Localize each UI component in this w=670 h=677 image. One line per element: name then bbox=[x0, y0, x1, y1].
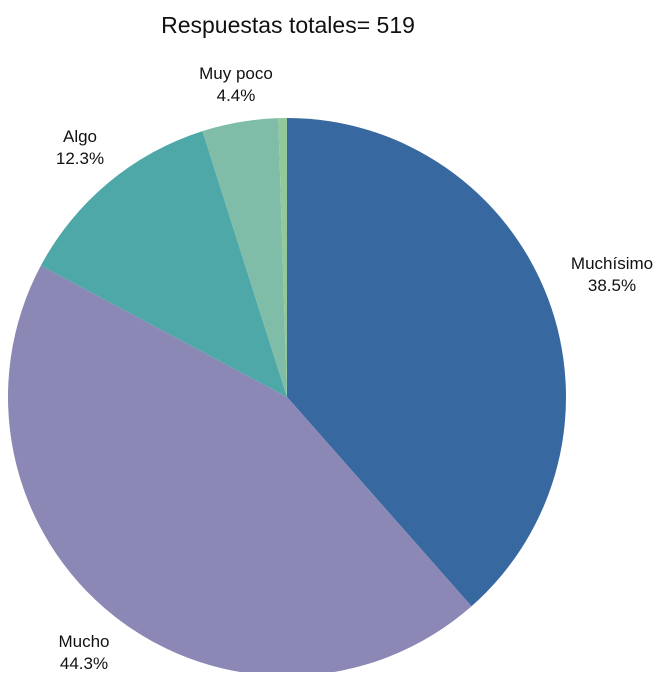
pie-slices bbox=[8, 118, 566, 676]
slice-value-label-algo: 12.3% bbox=[56, 149, 104, 168]
pie-labels: Muchísimo 38.5% Mucho 44.3% Algo 12.3% Muy poc… bbox=[56, 64, 653, 673]
slice-label-mucho: Mucho bbox=[58, 632, 109, 651]
chart-title: Respuestas totales= 519 bbox=[161, 12, 415, 38]
slice-label-algo: Algo bbox=[63, 127, 97, 146]
slice-label-muy-poco: Muy poco bbox=[199, 64, 273, 83]
pie-slice-algo bbox=[40, 131, 288, 397]
pie-slice-muy-poco bbox=[202, 118, 287, 398]
slice-value-label-muy-poco: 4.4% bbox=[217, 86, 256, 105]
slice-label-muchisimo: Muchísimo bbox=[571, 254, 653, 273]
pie-slice-muchisimo bbox=[287, 118, 566, 607]
slice-value-label-muchisimo: 38.5% bbox=[588, 276, 636, 295]
slice-value-label-mucho: 44.3% bbox=[60, 654, 108, 672]
pie-slice-mucho bbox=[8, 265, 472, 676]
pie-slice-unlabeled bbox=[278, 118, 287, 397]
